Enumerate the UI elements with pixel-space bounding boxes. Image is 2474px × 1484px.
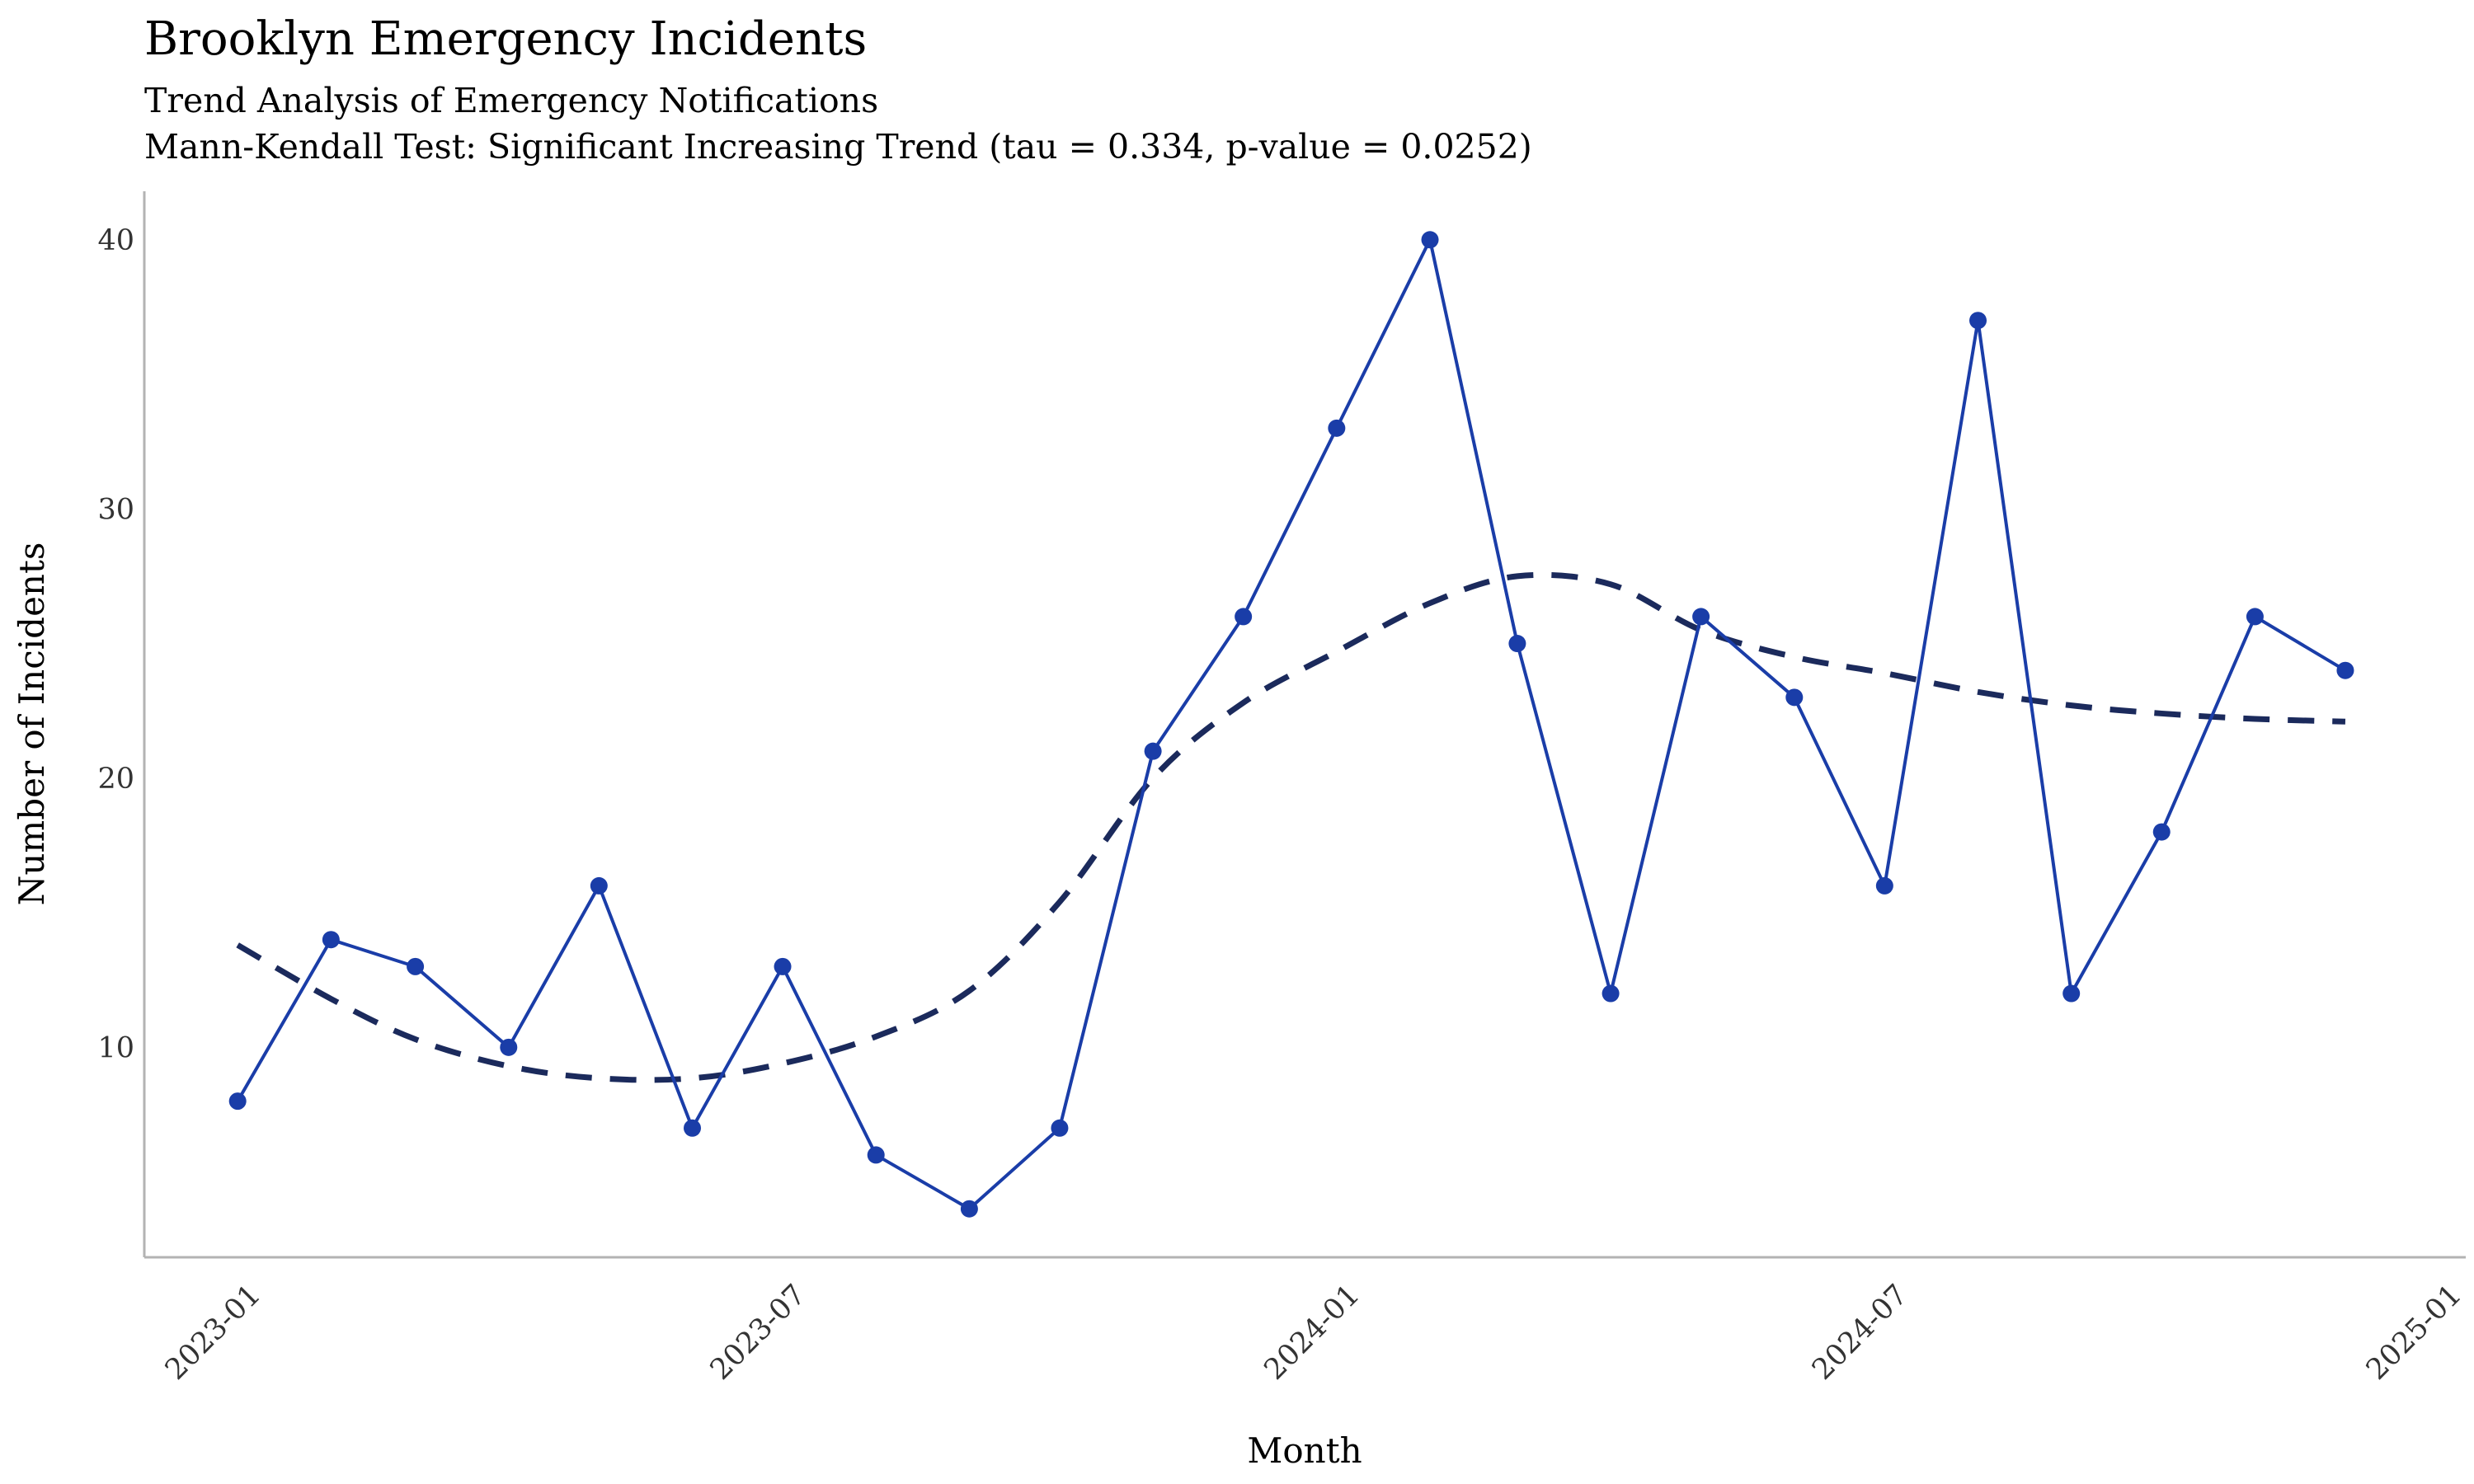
data-point xyxy=(1144,742,1162,760)
data-point xyxy=(960,1200,978,1218)
x-tick-label: 2025-01 xyxy=(2360,1279,2468,1387)
data-point xyxy=(1875,876,1893,895)
y-tick-label: 10 xyxy=(97,1031,134,1064)
data-point xyxy=(407,957,425,975)
x-ticks: 2023-01 2023-07 2024-01 2024-07 2025-01 xyxy=(159,1279,2468,1387)
data-point xyxy=(1785,688,1804,707)
data-point xyxy=(2246,608,2264,626)
x-axis-title: Month xyxy=(1247,1430,1362,1471)
data-point xyxy=(228,1092,247,1111)
x-tick-label: 2024-07 xyxy=(1806,1279,1914,1387)
data-point xyxy=(774,957,792,975)
series-layer xyxy=(228,231,2354,1218)
chart-title: Brooklyn Emergency Incidents xyxy=(144,12,868,66)
data-point xyxy=(1508,635,1526,653)
data-point xyxy=(1421,231,1439,249)
y-tick-label: 20 xyxy=(97,763,134,796)
data-point xyxy=(2152,823,2171,841)
data-point xyxy=(1235,608,1253,626)
y-axis-title: Number of Incidents xyxy=(12,542,52,906)
data-point xyxy=(867,1146,885,1164)
data-point xyxy=(2336,661,2354,679)
chart-subtitle-test-result: Mann-Kendall Test: Significant Increasin… xyxy=(144,127,1532,167)
data-point xyxy=(2062,984,2081,1003)
data-point xyxy=(1692,608,1710,626)
data-point xyxy=(500,1038,518,1056)
x-tick-label: 2023-07 xyxy=(704,1279,812,1387)
data-point xyxy=(1969,312,1987,330)
data-point xyxy=(1602,984,1620,1003)
axes xyxy=(143,191,2466,1259)
y-tick-label: 40 xyxy=(97,224,134,257)
y-tick-label: 30 xyxy=(97,493,134,526)
x-tick-label: 2023-01 xyxy=(159,1279,267,1387)
data-point xyxy=(1051,1119,1069,1137)
y-ticks: 10 20 30 40 xyxy=(97,224,134,1065)
data-point xyxy=(684,1119,702,1137)
x-tick-label: 2024-01 xyxy=(1258,1279,1366,1387)
data-point xyxy=(590,876,608,895)
incidents-line xyxy=(236,237,2346,1211)
trend-line xyxy=(236,571,2346,1083)
chart-subtitle: Trend Analysis of Emergency Notification… xyxy=(144,81,879,120)
data-point xyxy=(322,931,340,949)
data-point xyxy=(1328,419,1346,437)
